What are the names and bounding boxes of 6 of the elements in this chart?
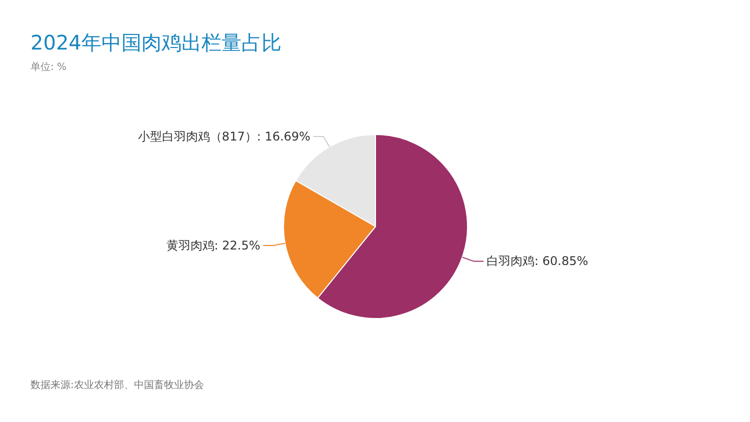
text: 单位: % (30, 61, 67, 73)
source-note: 数据来源:农业农村部、中国畜牧业协会 (30, 379, 204, 391)
slice-label: 小型白羽肉鸡（817）: 16.69% (138, 129, 310, 144)
chart-title: 2024年中国肉鸡出栏量占比 (30, 30, 282, 54)
slice-label: 白羽肉鸡: 60.85% (486, 254, 588, 268)
slice-label: 黄羽肉鸡: 22.5% (166, 238, 260, 253)
